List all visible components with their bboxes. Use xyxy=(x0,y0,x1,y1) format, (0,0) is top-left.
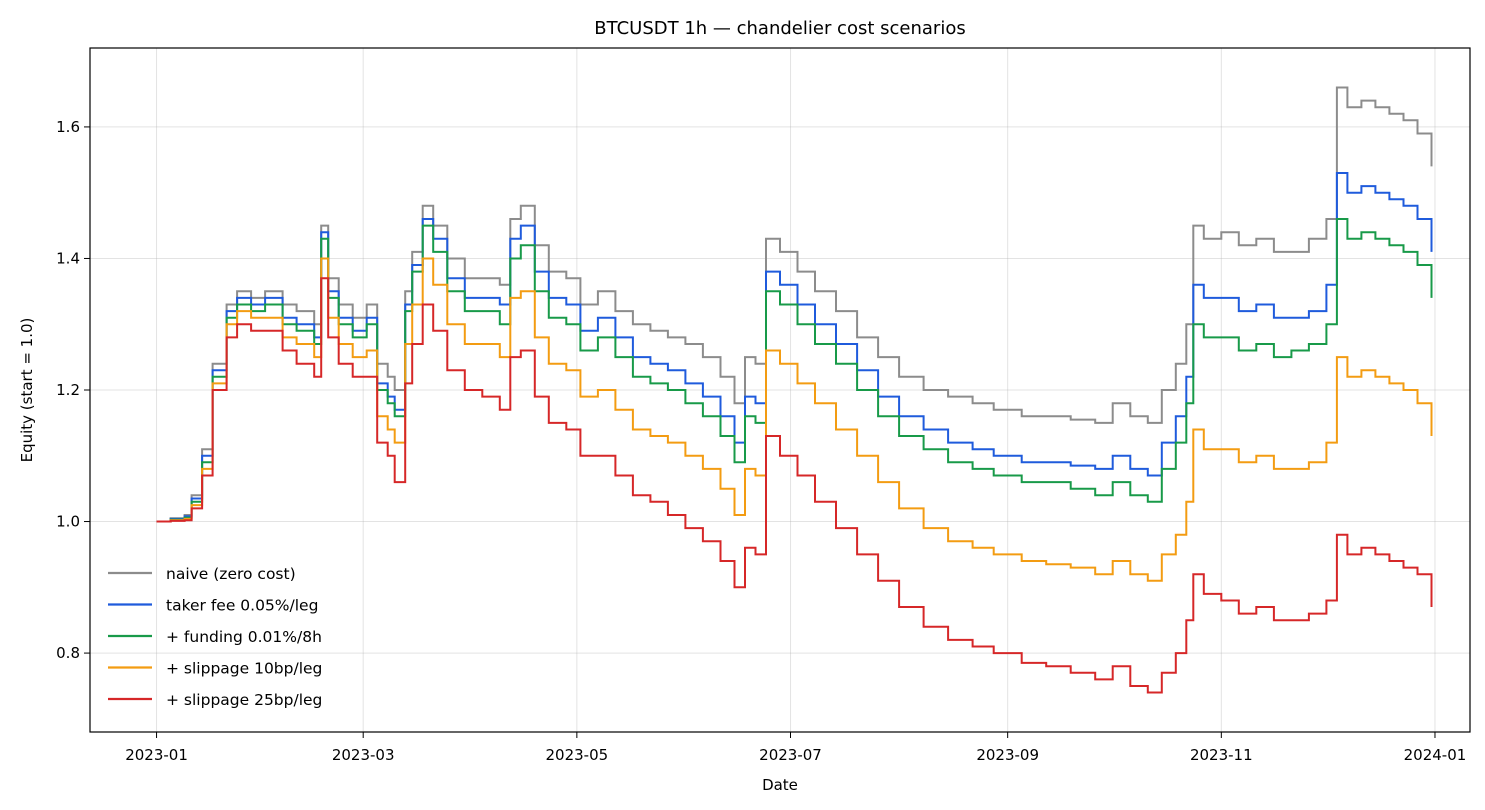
x-tick-label: 2023-09 xyxy=(976,746,1039,764)
x-tick-label: 2023-03 xyxy=(332,746,395,764)
y-tick-label: 1.0 xyxy=(56,513,80,531)
series-layer xyxy=(156,86,1433,694)
series-line-5 xyxy=(156,277,1433,694)
y-tick-label: 1.4 xyxy=(56,249,80,267)
x-axis-ticks: 2023-01 2023-03 2023-05 2023-07 2023-09 2023-… xyxy=(125,732,1466,764)
y-tick-label: 1.6 xyxy=(56,118,80,136)
series-line-4 xyxy=(156,257,1433,582)
legend-label: taker fee 0.05%/leg xyxy=(166,597,318,615)
y-axis-ticks: 0.8 1.0 1.2 1.4 1.6 xyxy=(56,118,90,662)
x-tick-label: 2023-07 xyxy=(759,746,822,764)
y-axis-title: Equity (start = 1.0) xyxy=(18,318,36,463)
legend-label: + slippage 10bp/leg xyxy=(166,660,322,678)
legend-label: naive (zero cost) xyxy=(166,565,296,583)
x-axis-title: Date xyxy=(762,776,798,794)
x-tick-label: 2024-01 xyxy=(1404,746,1467,764)
series-line-3 xyxy=(156,218,1433,523)
x-tick-label: 2023-05 xyxy=(546,746,609,764)
x-tick-label: 2023-01 xyxy=(125,746,188,764)
y-tick-label: 1.2 xyxy=(56,381,80,399)
grid-layer xyxy=(90,48,1470,732)
legend-label: + slippage 25bp/leg xyxy=(166,691,322,709)
series-line-2 xyxy=(156,172,1433,523)
legend-label: + funding 0.01%/8h xyxy=(166,628,322,646)
y-tick-label: 0.8 xyxy=(56,644,80,662)
chart-title: BTCUSDT 1h — chandelier cost scenarios xyxy=(594,18,965,39)
legend: naive (zero cost) taker fee 0.05%/leg + fu… xyxy=(108,565,322,709)
x-tick-label: 2023-11 xyxy=(1190,746,1253,764)
